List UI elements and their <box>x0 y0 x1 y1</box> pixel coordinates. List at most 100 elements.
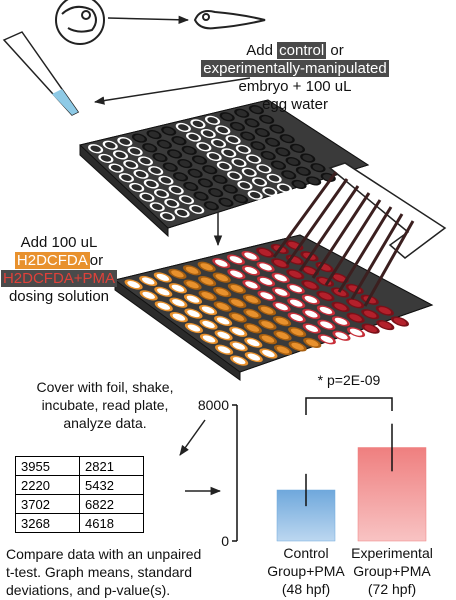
well <box>288 326 307 338</box>
well <box>88 144 104 154</box>
well <box>148 166 164 176</box>
well <box>206 151 222 162</box>
well <box>262 186 278 197</box>
well <box>230 355 249 366</box>
embryo-egg <box>55 0 105 45</box>
table-cell: 2220 <box>15 475 80 495</box>
well <box>256 247 275 258</box>
well <box>244 118 260 128</box>
text: embryo + 100 uL <box>238 78 352 95</box>
well <box>159 211 176 222</box>
well <box>258 319 277 330</box>
well <box>112 150 129 160</box>
well <box>133 169 149 179</box>
well <box>139 275 158 287</box>
well <box>289 143 306 153</box>
arrow <box>179 419 206 456</box>
well <box>287 298 306 309</box>
well <box>303 337 322 348</box>
well <box>361 323 380 334</box>
well <box>226 254 245 265</box>
well <box>247 190 263 200</box>
well <box>189 204 205 214</box>
step4-text: Compare data with an unpaired t-test. Gr… <box>6 545 306 599</box>
well <box>244 351 263 363</box>
well <box>158 175 174 185</box>
well <box>243 323 262 334</box>
well <box>178 195 195 205</box>
well <box>177 158 193 169</box>
well <box>286 269 305 280</box>
well <box>287 312 306 323</box>
well <box>248 105 264 115</box>
well <box>212 272 231 283</box>
well <box>197 178 213 188</box>
well <box>272 287 291 298</box>
well <box>171 136 187 146</box>
well <box>256 164 272 174</box>
well <box>234 108 250 118</box>
bar-chart: 0 8000 Control Group+PMA (48 hpf) Experimenta… <box>198 372 433 597</box>
well <box>221 148 237 158</box>
well <box>102 140 118 150</box>
text: t-test. Graph means, standard <box>6 564 192 580</box>
well <box>272 301 291 312</box>
well <box>208 187 224 198</box>
well <box>216 161 232 171</box>
well <box>250 141 266 151</box>
pipette-channel <box>337 206 393 293</box>
well <box>235 144 251 154</box>
label-line: (48 hpf) <box>282 581 330 597</box>
well <box>161 126 177 136</box>
text: dosing solution <box>8 288 110 305</box>
arrow <box>93 77 251 105</box>
table-cell: 5432 <box>79 475 144 495</box>
well <box>169 312 188 323</box>
pipette-channel <box>324 199 382 286</box>
well <box>175 122 191 132</box>
well <box>181 145 197 155</box>
well <box>203 201 219 211</box>
well <box>184 322 203 334</box>
well <box>199 319 218 330</box>
well <box>127 146 143 156</box>
well <box>390 316 409 327</box>
well <box>196 142 212 152</box>
well <box>142 143 158 153</box>
well <box>229 121 245 132</box>
well <box>331 316 351 327</box>
pipette-channel <box>272 171 338 258</box>
well <box>302 308 321 320</box>
label-line: Control <box>283 545 328 561</box>
well <box>264 137 281 147</box>
well <box>259 348 278 359</box>
well <box>286 283 305 294</box>
well <box>291 179 307 190</box>
well <box>301 280 320 291</box>
well <box>204 115 221 125</box>
well <box>183 181 199 192</box>
data-table: 3955 2821 2220 5432 3702 6822 3268 4618 <box>15 456 144 533</box>
well <box>215 125 231 135</box>
text: Add <box>246 42 273 59</box>
step1-text: Add control or experimentally-manipulate… <box>190 42 400 114</box>
well <box>129 182 145 193</box>
well <box>276 183 292 193</box>
well <box>98 153 114 164</box>
well <box>346 298 365 309</box>
text: deviations, and p-value(s). <box>6 582 171 598</box>
well <box>199 304 218 316</box>
well <box>190 119 206 129</box>
table-cell: 6822 <box>79 494 144 514</box>
well <box>227 283 246 294</box>
well <box>153 272 172 283</box>
well <box>317 334 336 345</box>
well <box>152 152 168 163</box>
well <box>154 301 173 312</box>
well <box>139 192 155 202</box>
well <box>149 202 165 212</box>
well <box>198 290 217 301</box>
label-line: Group+PMA <box>353 563 431 579</box>
well <box>214 315 233 326</box>
